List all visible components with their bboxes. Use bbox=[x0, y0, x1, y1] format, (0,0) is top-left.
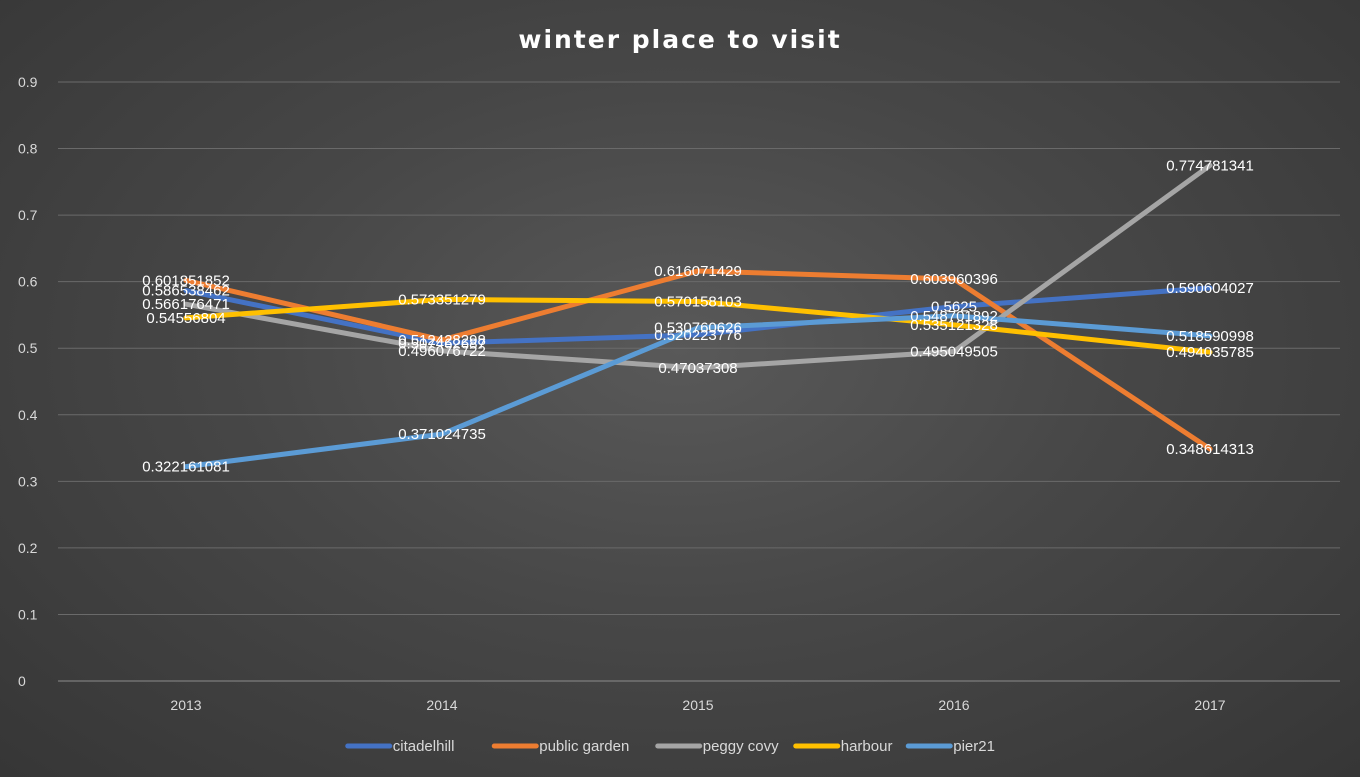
x-tick-label: 2013 bbox=[170, 697, 201, 713]
legend: citadelhill public garden peggy covy harbou… bbox=[345, 738, 995, 755]
data-label: 0.495049505 bbox=[910, 344, 998, 361]
data-label: 0.601851852 bbox=[142, 272, 230, 289]
x-tick-label: 2016 bbox=[938, 697, 969, 713]
series-lines bbox=[183, 162, 1213, 470]
y-tick-label: 0.1 bbox=[18, 606, 38, 622]
x-axis-ticks: 2013 2014 2015 2016 2017 bbox=[170, 697, 1225, 713]
x-tick-label: 2017 bbox=[1194, 697, 1225, 713]
data-label: 0.573351279 bbox=[398, 291, 486, 308]
data-label: 0.494035785 bbox=[1166, 344, 1254, 361]
data-label: 0.348614313 bbox=[1166, 441, 1254, 458]
legend-item: harbour bbox=[793, 738, 893, 755]
data-label: 0.5625 bbox=[931, 299, 977, 316]
data-label: 0.586538462 bbox=[142, 283, 230, 300]
data-label: 0.47037308 bbox=[658, 360, 737, 377]
y-tick-label: 0.9 bbox=[18, 74, 38, 90]
data-label: 0.570158103 bbox=[654, 294, 742, 311]
y-tick-label: 0.2 bbox=[18, 540, 38, 556]
series-line-pier21 bbox=[183, 313, 1213, 470]
data-label: 0.566176471 bbox=[142, 296, 230, 313]
data-label: 0.616071429 bbox=[654, 263, 742, 280]
series-line-harbour bbox=[183, 296, 1213, 355]
y-tick-label: 0.4 bbox=[18, 407, 38, 423]
data-label: 0.535121328 bbox=[910, 317, 998, 334]
legend-label: public garden bbox=[539, 738, 629, 755]
data-label: 0.774781341 bbox=[1166, 157, 1254, 174]
y-tick-label: 0.6 bbox=[18, 274, 38, 290]
legend-item: citadelhill bbox=[345, 738, 455, 755]
y-tick-label: 0.5 bbox=[18, 340, 38, 356]
legend-label: pier21 bbox=[953, 738, 995, 755]
series-line-citadelhill bbox=[183, 285, 1213, 346]
y-tick-label: 0 bbox=[18, 673, 26, 689]
legend-item: pier21 bbox=[905, 738, 995, 755]
data-label: 0.603960396 bbox=[910, 271, 998, 288]
data-label: 0.322161081 bbox=[142, 459, 230, 476]
x-tick-label: 2014 bbox=[426, 697, 457, 713]
legend-label: peggy covy bbox=[703, 738, 779, 755]
y-axis-ticks: 0 0.1 0.2 0.3 0.4 0.5 0.6 0.7 0.8 0.9 bbox=[18, 74, 38, 689]
legend-item: peggy covy bbox=[655, 738, 779, 755]
data-label: 0.512428298 bbox=[398, 332, 486, 349]
data-label: 0.371024735 bbox=[398, 426, 486, 443]
legend-label: harbour bbox=[841, 738, 893, 755]
y-tick-label: 0.3 bbox=[18, 473, 38, 489]
y-tick-label: 0.8 bbox=[18, 141, 38, 157]
y-tick-label: 0.7 bbox=[18, 207, 38, 223]
data-label: 0.496076722 bbox=[398, 343, 486, 360]
legend-item: public garden bbox=[491, 738, 629, 755]
data-label: 0.530760626 bbox=[654, 320, 742, 337]
data-label: 0.507462687 bbox=[398, 335, 486, 352]
series-line-peggy-covy bbox=[183, 162, 1213, 371]
data-label: 0.548701892 bbox=[910, 308, 998, 325]
legend-label: citadelhill bbox=[393, 738, 455, 755]
x-tick-label: 2015 bbox=[682, 697, 713, 713]
data-label: 0.518590998 bbox=[1166, 328, 1254, 345]
data-label: 0.54556804 bbox=[146, 310, 225, 327]
chart-title: winter place to visit bbox=[518, 25, 841, 54]
data-label: 0.590604027 bbox=[1166, 280, 1254, 297]
gridlines bbox=[58, 81, 1340, 682]
data-label: 0.520223776 bbox=[654, 327, 742, 344]
